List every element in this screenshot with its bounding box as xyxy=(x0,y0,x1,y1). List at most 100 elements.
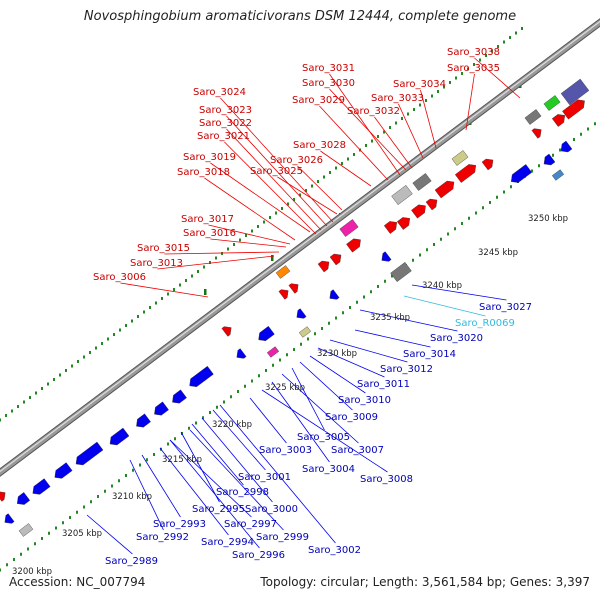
forward-leader-line xyxy=(329,88,407,171)
reverse-leader-line xyxy=(201,417,273,503)
scale-tick xyxy=(271,255,274,261)
reverse-gene-label: Saro_2999 xyxy=(256,532,309,543)
forward-gene-label: Saro_3026 xyxy=(270,155,323,166)
scale-dot xyxy=(209,261,211,264)
scale-dot xyxy=(48,531,50,535)
scale-dot xyxy=(580,132,582,136)
reverse-gene-label: Saro_3010 xyxy=(338,395,391,406)
scale-dot xyxy=(335,166,337,170)
reverse-gene-label: Saro_3014 xyxy=(403,349,456,360)
forward-leader-line xyxy=(319,105,389,181)
scale-dot xyxy=(531,169,533,173)
scale-dot xyxy=(90,500,92,504)
reverse-leader-line xyxy=(191,423,244,486)
scale-dot xyxy=(426,248,428,252)
scale-dot xyxy=(146,458,148,462)
accession-label: Accession: NC_007794 xyxy=(9,575,146,589)
scale-dot xyxy=(174,437,176,441)
forward-gene-arrow xyxy=(551,114,566,127)
reverse-leader-line xyxy=(291,367,325,431)
scale-dot xyxy=(573,138,575,141)
feature-box xyxy=(524,109,542,125)
feature-box xyxy=(266,346,280,358)
scale-dot xyxy=(293,198,295,201)
reverse-gene-label: Saro_2998 xyxy=(216,487,269,498)
forward-gene-label: Saro_3018 xyxy=(177,167,230,178)
scale-labels: 3200 kbp 3205 kbp 3210 kbp 3215 kbp 3220 kbp… xyxy=(12,214,568,577)
scale-tick xyxy=(204,289,207,295)
scale-label: 3250 kbp xyxy=(528,214,568,224)
scale-dot xyxy=(321,327,323,330)
scale-dot xyxy=(433,243,435,246)
reverse-gene-arrow xyxy=(75,441,104,466)
forward-gene-label: Saro_3015 xyxy=(137,243,190,254)
forward-gene-arrow xyxy=(0,491,6,502)
feature-box xyxy=(451,150,469,166)
scale-dot xyxy=(365,144,367,147)
scale-dot xyxy=(11,409,13,413)
scale-dot xyxy=(107,337,109,341)
forward-gene-label: Saro_3013 xyxy=(130,258,183,269)
reverse-leader-line xyxy=(281,373,359,444)
scale-dot xyxy=(305,189,307,192)
scale-dot xyxy=(202,416,204,420)
reverse-gene-arrow xyxy=(136,413,151,428)
scale-dot xyxy=(370,290,372,294)
scale-dot xyxy=(437,90,439,93)
scale-dot xyxy=(509,36,511,39)
reverse-leader-line xyxy=(129,459,164,531)
reverse-gene-label: Saro_3005 xyxy=(297,432,350,443)
forward-gene-arrow xyxy=(221,326,232,337)
scale-dot xyxy=(221,252,223,255)
reverse-leader-line xyxy=(359,309,458,332)
genome-backbone xyxy=(0,18,600,477)
feature-box xyxy=(551,169,565,181)
reverse-leader-line xyxy=(271,381,330,463)
reverse-leader-line xyxy=(309,355,366,394)
scale-dot xyxy=(29,396,31,399)
feature-box xyxy=(298,326,312,338)
feature-box xyxy=(412,173,432,191)
scale-dot xyxy=(233,243,235,246)
scale-dot xyxy=(275,211,277,215)
scale-dot xyxy=(384,279,386,283)
forward-leader-line xyxy=(329,73,401,176)
scale-dot xyxy=(440,237,442,241)
reverse-gene-arrow xyxy=(54,462,73,479)
scale-label: 3245 kbp xyxy=(478,248,518,258)
reverse-leader-line xyxy=(169,439,252,518)
scale-dot xyxy=(503,40,505,44)
scale-dot xyxy=(71,364,73,368)
scale-dots xyxy=(0,27,596,572)
forward-gene-arrow xyxy=(346,238,361,253)
scale-dot xyxy=(473,63,475,66)
scale-dot xyxy=(230,395,232,399)
scale-dot xyxy=(41,387,43,390)
scale-dot xyxy=(431,94,433,98)
scale-dot xyxy=(412,258,414,262)
reverse-leader-line xyxy=(169,439,260,549)
scale-label: 3240 kbp xyxy=(422,281,462,291)
forward-gene-label: Saro_3031 xyxy=(302,63,355,74)
scale-dot xyxy=(363,295,365,299)
forward-gene-label: Saro_3030 xyxy=(302,78,355,89)
scale-dot xyxy=(153,453,155,456)
scale-dot xyxy=(76,510,78,514)
scale-dot xyxy=(17,405,19,408)
scale-dot xyxy=(538,164,540,168)
scale-dot xyxy=(239,238,241,242)
scale-dot xyxy=(328,321,330,325)
label-leader-lines xyxy=(86,57,521,555)
scale-dot xyxy=(132,468,134,472)
reverse-gene-label: Saro_3000 xyxy=(245,504,298,515)
scale-dot xyxy=(454,227,456,231)
feature-box xyxy=(339,219,359,237)
reverse-gene-arrow xyxy=(381,251,392,262)
scale-dot xyxy=(258,374,260,378)
scale-label: 3225 kbp xyxy=(265,383,305,393)
scale-dot xyxy=(559,148,561,152)
scale-dot xyxy=(65,369,67,372)
scale-dot xyxy=(167,292,169,296)
scale-dot xyxy=(161,297,163,300)
